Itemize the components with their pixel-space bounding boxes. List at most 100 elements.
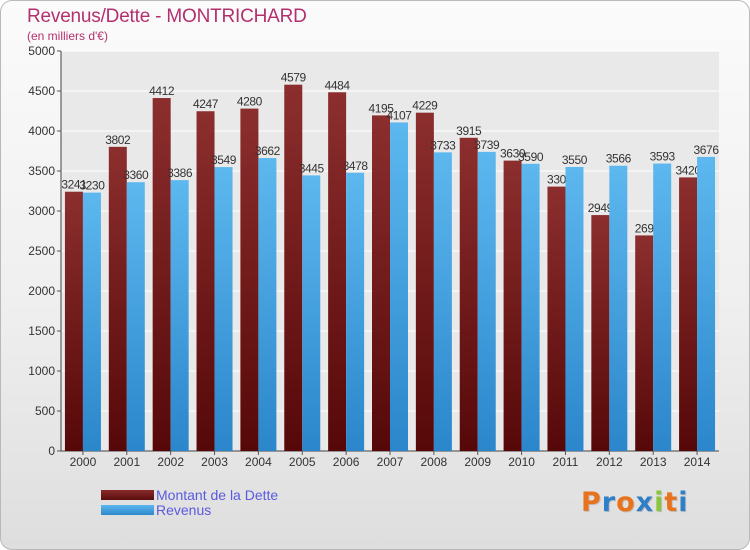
data-label-dette: 4579	[281, 71, 307, 85]
bar-revenus	[697, 156, 716, 452]
data-label-dette: 269	[635, 221, 655, 235]
x-tick-label: 2005	[289, 455, 316, 469]
bar-revenus	[82, 192, 101, 451]
data-label-dette: 3420	[676, 163, 702, 177]
chart-subtitle: (en milliers d'€)	[27, 29, 108, 43]
data-label-revenus: 3386	[167, 166, 193, 180]
bar-dette	[635, 235, 654, 451]
x-tick-label: 2008	[421, 455, 448, 469]
y-tick-label: 3000	[28, 204, 55, 218]
data-label-revenus: 3739	[474, 138, 500, 152]
legend-label-dette: Montant de la Dette	[156, 486, 279, 503]
y-tick-label: 4500	[28, 84, 55, 98]
data-label-revenus: 3733	[430, 138, 456, 152]
data-label-dette: 3915	[456, 124, 482, 138]
y-tick-label: 500	[35, 404, 55, 418]
bar-revenus	[521, 163, 540, 452]
data-label-revenus: 3593	[650, 150, 676, 164]
x-tick-label: 2014	[684, 455, 711, 469]
y-tick-label: 1500	[28, 324, 55, 338]
data-label-dette: 4229	[412, 99, 438, 113]
bar-dette	[108, 146, 127, 451]
bar-dette	[547, 186, 566, 451]
bar-revenus	[126, 182, 145, 451]
x-tick-label: 2011	[553, 455, 579, 469]
x-tick-label: 2000	[70, 455, 97, 469]
bar-dette	[503, 160, 522, 451]
bar-dette	[152, 98, 171, 451]
bar-revenus	[653, 163, 672, 451]
y-tick-label: 2500	[28, 244, 55, 258]
x-tick-label: 2012	[596, 455, 623, 469]
legend-label-revenus: Revenus	[156, 501, 212, 518]
logo-letter: r	[601, 487, 617, 518]
data-label-dette: 330	[547, 173, 567, 187]
bar-revenus	[433, 152, 452, 452]
data-label-revenus: 3230	[79, 179, 105, 193]
data-label-dette: 3802	[105, 133, 131, 147]
bar-dette	[459, 137, 478, 452]
data-label-dette: 4247	[193, 97, 219, 111]
data-label-dette: 4280	[237, 95, 263, 109]
bar-dette	[64, 191, 83, 451]
legend: Montant de la Dette Revenus	[101, 486, 279, 518]
y-tick-label: 3500	[28, 164, 55, 178]
bar-dette	[196, 111, 215, 452]
x-tick-label: 2003	[201, 455, 228, 469]
x-tick-label: 2006	[333, 455, 360, 469]
bar-revenus	[565, 167, 584, 451]
x-tick-label: 2010	[508, 455, 535, 469]
y-tick-label: 0	[48, 444, 55, 458]
data-label-dette: 3630	[500, 147, 526, 161]
logo-letter: t	[664, 487, 679, 518]
data-label-revenus: 3445	[299, 161, 325, 175]
data-label-revenus: 3590	[518, 150, 544, 164]
proxiti-logo: Proxiti	[581, 487, 689, 518]
data-label-revenus: 3550	[562, 153, 588, 167]
bar-dette	[240, 108, 259, 451]
y-tick-label: 5000	[28, 44, 55, 58]
y-tick-label: 4000	[28, 124, 55, 138]
bar-revenus	[302, 175, 321, 451]
data-label-revenus: 4107	[386, 108, 412, 122]
data-label-dette: 4484	[325, 78, 351, 92]
data-label-dette: 2949	[588, 201, 614, 215]
bar-dette	[591, 215, 610, 451]
x-tick-label: 2007	[377, 455, 404, 469]
bar-dette	[415, 112, 434, 452]
logo-letter: P	[581, 487, 602, 518]
x-tick-label: 2013	[640, 455, 667, 469]
data-label-revenus: 3360	[123, 168, 149, 182]
data-label-revenus: 3676	[694, 143, 720, 157]
chart-title: Revenus/Dette - MONTRICHARD	[27, 6, 307, 27]
legend-swatch-dette	[101, 489, 154, 500]
y-tick-label: 2000	[28, 284, 55, 298]
data-label-dette: 4195	[368, 101, 394, 115]
x-tick-label: 2001	[113, 455, 140, 469]
logo-letter: i	[654, 487, 665, 518]
x-tick-label: 2009	[464, 455, 491, 469]
bar-revenus	[390, 122, 408, 451]
bar-revenus	[346, 172, 365, 451]
bar-revenus	[477, 151, 496, 451]
bar-dette	[372, 115, 390, 452]
y-tick-label: 1000	[28, 364, 55, 378]
legend-swatch-revenus	[101, 504, 154, 515]
bar-revenus	[609, 165, 628, 451]
bar-dette	[284, 84, 303, 452]
data-label-dette: 4412	[149, 84, 175, 98]
logo-letter: x	[635, 487, 655, 518]
data-label-revenus: 3478	[343, 159, 369, 173]
bar-revenus	[258, 158, 277, 452]
logo-letter: o	[616, 487, 636, 518]
legend-item-dette: Montant de la Dette	[101, 486, 279, 503]
legend-item-revenus: Revenus	[101, 501, 278, 518]
data-label-revenus: 3566	[606, 152, 632, 166]
data-label-revenus: 3549	[211, 153, 237, 167]
bar-dette	[328, 92, 347, 451]
x-tick-label: 2004	[245, 455, 272, 469]
bar-revenus	[214, 167, 233, 451]
x-tick-label: 2002	[157, 455, 184, 469]
